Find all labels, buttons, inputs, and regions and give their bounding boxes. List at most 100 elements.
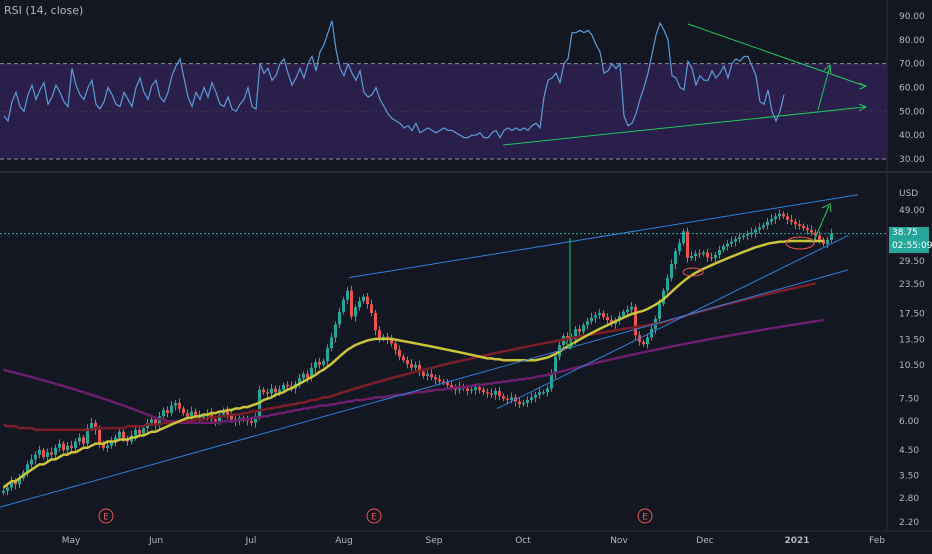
candle-body xyxy=(410,363,413,368)
candle-body xyxy=(766,221,769,226)
candle-body xyxy=(310,367,313,379)
rsi-arrowhead xyxy=(858,103,868,112)
candle-body xyxy=(534,394,537,398)
candle-body xyxy=(358,301,361,308)
candle-body xyxy=(622,311,625,316)
rsi-tick-label: 50.00 xyxy=(899,107,925,117)
candle-body xyxy=(474,387,477,390)
price-tick-label: 2.80 xyxy=(899,494,919,504)
candle-body xyxy=(814,232,817,236)
candle-body xyxy=(346,290,349,300)
candle-body xyxy=(338,311,341,325)
channel-upper-line xyxy=(348,194,859,279)
highlight-ellipse xyxy=(682,267,704,277)
candle-body xyxy=(582,325,585,332)
candle-body xyxy=(194,411,197,415)
candle-body xyxy=(82,437,85,444)
time-axis[interactable]: May Jun Jul Aug Sep Oct Nov Dec 2021 Feb xyxy=(0,530,932,546)
price-pane[interactable]: 49.0039.5029.5023.5017.5013.5010.507.506… xyxy=(0,194,925,528)
rsi-indicator-label[interactable]: RSI (14, close) xyxy=(4,4,84,17)
candle-body xyxy=(106,445,109,448)
rsi-projection-line xyxy=(817,65,831,111)
rsi-pane[interactable]: 90.00 80.00 70.00 60.00 50.00 40.00 30.00 xyxy=(0,12,925,165)
time-tick-label: Sep xyxy=(426,536,443,546)
rsi-tick-label: 30.00 xyxy=(899,155,925,165)
candle-body xyxy=(810,230,813,233)
candle-body xyxy=(542,392,545,394)
candle-body xyxy=(678,243,681,252)
candle-body xyxy=(786,216,789,220)
candle-body xyxy=(434,377,437,380)
candle-body xyxy=(414,364,417,368)
candle-body xyxy=(98,429,101,444)
candle-body xyxy=(526,400,529,403)
candle-body xyxy=(790,219,793,222)
earnings-marker-label: E xyxy=(642,513,648,523)
candle-body xyxy=(470,389,473,391)
candle-body xyxy=(174,402,177,406)
earnings-marker xyxy=(637,508,653,524)
candle-body xyxy=(70,445,73,448)
price-tick-label: 2.20 xyxy=(899,518,919,528)
rsi-band-fill xyxy=(0,63,887,159)
candle-body xyxy=(626,309,629,312)
candle-body xyxy=(182,408,185,414)
candle-body xyxy=(42,450,45,457)
candle-body xyxy=(774,216,777,220)
candle-body xyxy=(702,252,705,255)
candle-body xyxy=(566,335,569,339)
candle-body xyxy=(738,237,741,240)
candle-body xyxy=(378,330,381,339)
candle-body xyxy=(574,329,577,340)
candle-body xyxy=(826,239,829,244)
candle-body xyxy=(510,397,513,401)
highlight-ellipse xyxy=(785,236,815,250)
price-tick-label: 3.50 xyxy=(899,471,919,481)
candle-body xyxy=(266,392,269,394)
candle-body xyxy=(602,312,605,318)
candle-body xyxy=(330,337,333,349)
candle-body xyxy=(494,390,497,395)
price-arrowhead xyxy=(565,341,575,351)
candle-body xyxy=(38,450,41,455)
candle-body xyxy=(594,315,597,318)
candle-body xyxy=(730,241,733,244)
candle-body xyxy=(18,478,21,485)
candle-body xyxy=(110,441,113,446)
candle-body xyxy=(34,454,37,460)
earnings-marker xyxy=(366,508,382,524)
pane-divider[interactable] xyxy=(0,0,932,530)
rsi-tick-label: 40.00 xyxy=(899,131,925,141)
candle-body xyxy=(430,373,433,378)
candle-body xyxy=(606,317,609,321)
candle-body xyxy=(278,389,281,393)
candle-body xyxy=(6,487,9,491)
candle-body xyxy=(486,392,489,394)
candle-body xyxy=(354,307,357,317)
candle-body xyxy=(394,343,397,350)
candle-body xyxy=(166,410,169,414)
candle-body xyxy=(446,382,449,385)
candle-body xyxy=(150,419,153,423)
candle-body xyxy=(202,416,205,418)
candle-body xyxy=(662,290,665,304)
price-tick-label: 7.50 xyxy=(899,395,919,405)
price-tick-label: 17.50 xyxy=(899,310,925,320)
ma-100-line xyxy=(2,282,816,432)
candle-body xyxy=(586,321,589,326)
price-tick-label: 6.00 xyxy=(899,417,919,427)
candle-body xyxy=(390,339,393,344)
candle-body xyxy=(666,278,669,291)
candle-body xyxy=(226,410,229,415)
candle-body xyxy=(210,413,213,420)
candle-body xyxy=(374,312,377,331)
rsi-line xyxy=(3,20,785,139)
candle-body xyxy=(134,429,137,436)
candle-body xyxy=(58,443,61,448)
candle-body xyxy=(262,389,265,393)
rsi-resistance-trendline xyxy=(687,23,866,87)
candle-body xyxy=(674,251,677,265)
candle-body xyxy=(466,388,469,391)
